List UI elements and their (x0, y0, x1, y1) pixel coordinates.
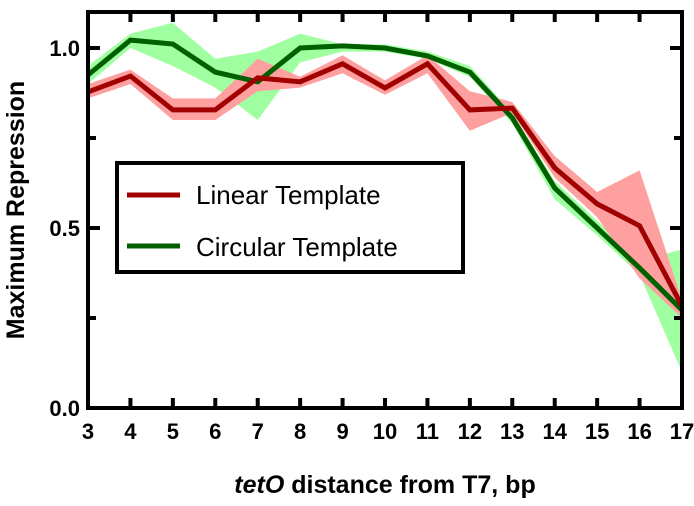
x-tick-label: 17 (670, 419, 694, 444)
x-tick-label: 12 (458, 419, 482, 444)
x-axis-label: tetO distance from T7, bp (234, 471, 535, 499)
x-axis-label-italic: tetO (234, 471, 285, 499)
x-axis-label-rest: distance from T7, bp (284, 471, 535, 499)
error-band-linear (88, 55, 682, 318)
x-tick-label: 5 (167, 419, 179, 444)
x-tick-label: 7 (252, 419, 264, 444)
legend: Linear Template Circular Template (115, 161, 465, 274)
x-tick-label: 15 (585, 419, 609, 444)
y-tick-label: 0.0 (49, 396, 80, 421)
legend-label-linear: Linear Template (196, 180, 381, 210)
x-tick-label: 13 (500, 419, 524, 444)
legend-box (115, 161, 465, 274)
x-tick-label: 10 (373, 419, 397, 444)
y-tick-label: 1.0 (49, 36, 80, 61)
x-tick-label: 14 (542, 419, 567, 444)
x-tick-label: 6 (209, 419, 221, 444)
y-tick-label: 0.5 (49, 216, 80, 241)
x-tick-label: 4 (124, 419, 137, 444)
x-tick-label: 16 (627, 419, 651, 444)
legend-label-circular: Circular Template (196, 232, 398, 262)
x-tick-label: 11 (416, 419, 439, 444)
y-axis-label: Maximum Repression (2, 81, 30, 339)
axes: 3 4 5 6 7 8 9 10 11 12 13 14 15 16 17 0.0 0.5 1.0 (49, 10, 694, 444)
x-tick-label: 8 (294, 419, 306, 444)
x-tick-label: 3 (82, 419, 94, 444)
series-lines (86, 37, 685, 312)
x-tick-label: 9 (336, 419, 348, 444)
